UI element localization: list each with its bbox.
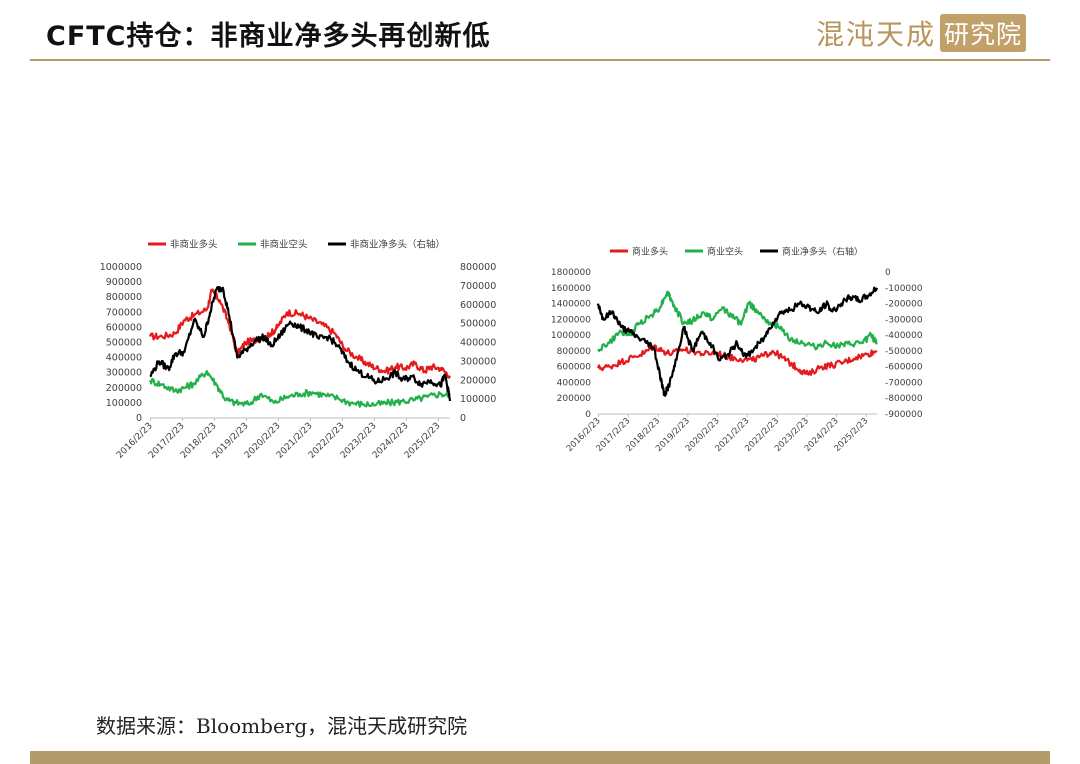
y-left-tick-label: 400000 <box>557 378 592 388</box>
y-left-tick-label: 500000 <box>106 338 142 349</box>
y-left-tick-label: 1000000 <box>100 262 142 273</box>
y-left-tick-label: 600000 <box>557 363 592 373</box>
series-line <box>596 286 879 397</box>
y-right-tick-label: 600000 <box>460 300 496 311</box>
y-left-tick-label: 400000 <box>106 353 142 364</box>
y-right-tick-label: 300000 <box>460 356 496 367</box>
y-right-tick-label: -200000 <box>885 300 923 310</box>
y-right-tick-label: 800000 <box>460 262 496 273</box>
series-line <box>149 285 452 402</box>
legend-label: 商业多头 <box>632 246 668 258</box>
legend-label: 商业空头 <box>707 246 743 258</box>
legend-label: 非商业多头 <box>170 239 218 251</box>
y-left-tick-label: 600000 <box>106 322 142 333</box>
y-left-tick-label: 1200000 <box>551 315 591 325</box>
logo-box: 研究院 <box>939 14 1026 52</box>
header-divider <box>30 59 1050 61</box>
y-right-tick-label: -500000 <box>885 347 923 357</box>
y-right-tick-label: -700000 <box>885 378 923 388</box>
y-right-tick-label: -400000 <box>885 331 923 341</box>
y-left-tick-label: 200000 <box>557 394 592 404</box>
logo-text: 混沌天成 <box>815 18 936 51</box>
y-right-tick-label: 200000 <box>460 375 496 386</box>
y-right-tick-label: 0 <box>460 413 466 424</box>
y-right-tick-label: 400000 <box>460 338 496 349</box>
y-left-tick-label: 0 <box>585 410 591 420</box>
y-left-tick-label: 700000 <box>106 307 142 318</box>
y-right-tick-label: -800000 <box>885 394 923 404</box>
y-left-tick-label: 1400000 <box>551 300 591 310</box>
y-left-tick-label: 300000 <box>106 368 142 379</box>
series-line <box>597 290 878 352</box>
legend-label: 非商业净多头（右轴） <box>350 239 445 251</box>
chart-commercial: 0 200000 400000 600000 800000 1000000 1200000 1… <box>551 246 923 454</box>
y-right-tick-label: 0 <box>885 268 891 278</box>
y-right-tick-label: -900000 <box>885 410 923 420</box>
y-left-tick-label: 100000 <box>106 398 142 409</box>
y-left-tick-label: 800000 <box>557 347 592 357</box>
series-line <box>148 370 452 408</box>
y-left-tick-label: 1000000 <box>551 331 591 341</box>
y-left-tick-label: 1600000 <box>551 284 591 294</box>
y-left-tick-label: 0 <box>136 413 142 424</box>
y-right-tick-label: -600000 <box>885 363 923 373</box>
series-line <box>148 288 451 379</box>
y-right-tick-label: -300000 <box>885 315 923 325</box>
chart-noncommercial: 0 100000 200000 300000 400000 500000 600000 700… <box>100 239 497 461</box>
series-line <box>596 344 878 376</box>
y-right-tick-label: 700000 <box>460 281 496 292</box>
legend-label: 非商业空头 <box>260 239 308 251</box>
page-title: CFTC持仓：非商业净多头再创新低 <box>46 21 491 52</box>
y-left-tick-label: 200000 <box>106 383 142 394</box>
y-right-tick-label: -100000 <box>885 284 923 294</box>
y-left-tick-label: 800000 <box>106 292 142 303</box>
data-source: 数据来源：Bloomberg，混沌天成研究院 <box>96 714 468 738</box>
legend-label: 商业净多头（右轴） <box>782 246 863 258</box>
y-left-tick-label: 900000 <box>106 277 142 288</box>
y-right-tick-label: 100000 <box>460 394 496 405</box>
y-right-tick-label: 500000 <box>460 319 496 330</box>
company-logo: 混沌天成 研究院 <box>816 14 1026 52</box>
footer-bar <box>30 751 1050 764</box>
y-left-tick-label: 1800000 <box>551 268 591 278</box>
